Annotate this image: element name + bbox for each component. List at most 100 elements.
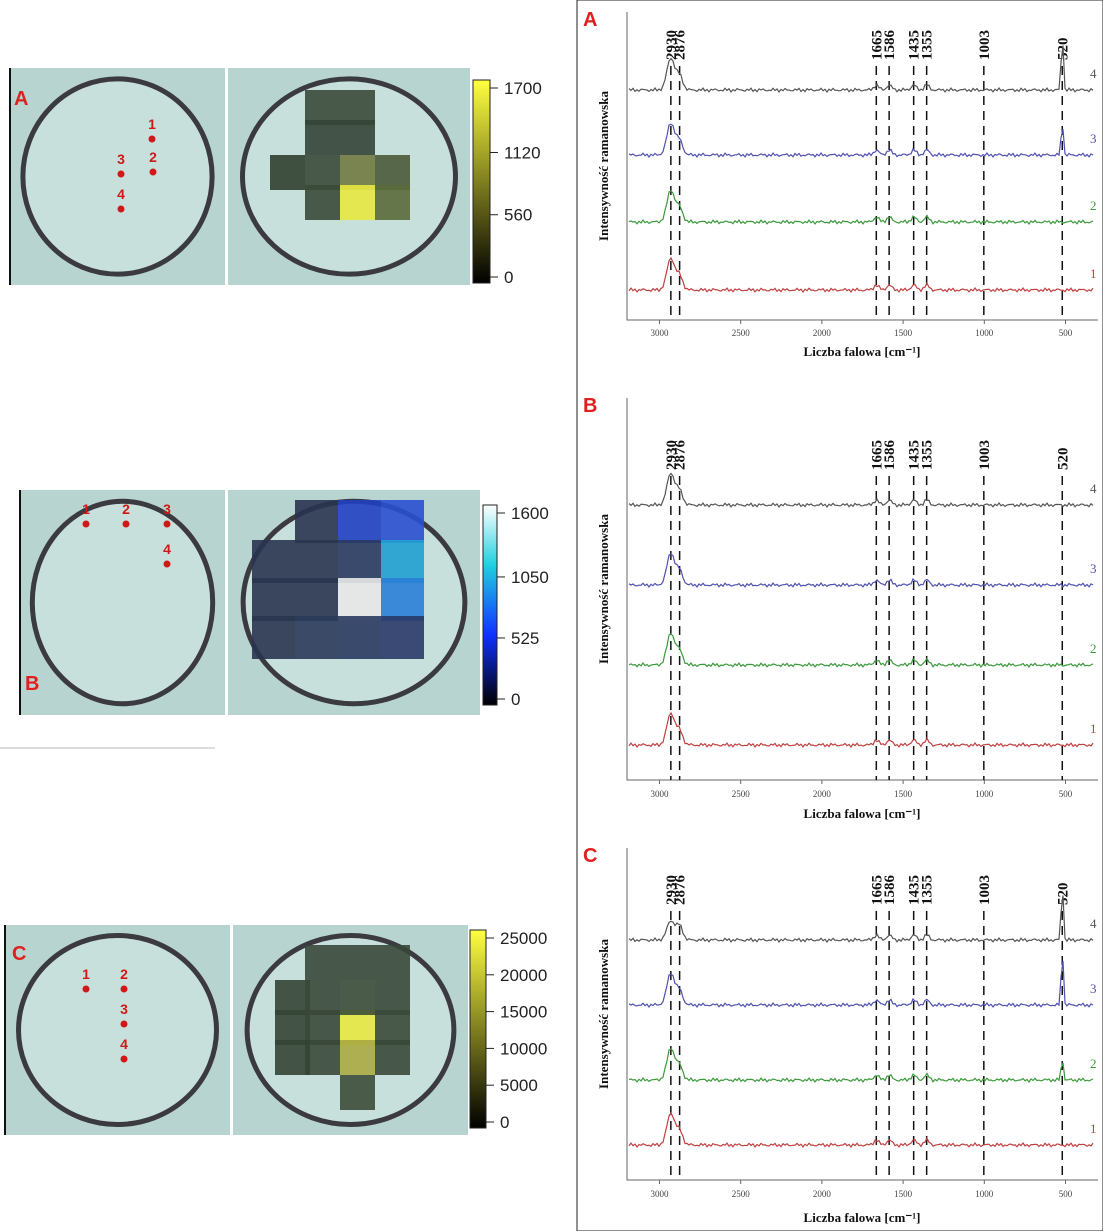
x-axis-label: Liczba falowa [cm⁻¹] <box>804 344 921 359</box>
colorbar-tick-label: 0 <box>504 268 513 287</box>
point-label: 2 <box>120 966 128 982</box>
peak-label: 520 <box>1055 448 1071 471</box>
map-pixel <box>305 90 340 125</box>
point-label: 3 <box>117 151 125 167</box>
point-marker <box>123 521 130 528</box>
point-marker <box>121 1021 128 1028</box>
peak-label: 2876 <box>673 30 689 61</box>
point-marker <box>118 171 125 178</box>
peak-label: 1355 <box>920 440 936 470</box>
map-pixel <box>305 1010 340 1045</box>
y-axis-label: Intensywność ramanowska <box>596 939 611 1089</box>
peak-label: 1003 <box>977 30 993 60</box>
figure: 1234A056011201700A3000250020001500100050… <box>0 0 1103 1231</box>
x-tick-label: 500 <box>1059 328 1073 338</box>
map-pixel <box>295 578 338 621</box>
colorbar-tick-label: 20000 <box>500 966 547 985</box>
point-label: 3 <box>120 1001 128 1017</box>
map-pixel <box>340 1040 375 1075</box>
trace-label: 4 <box>1090 916 1097 931</box>
trace-label: 3 <box>1090 981 1097 996</box>
map-pixel <box>340 980 375 1015</box>
x-tick-label: 1500 <box>894 789 913 799</box>
x-tick-label: 500 <box>1059 789 1073 799</box>
x-tick-label: 2000 <box>813 789 832 799</box>
point-label: 4 <box>163 541 171 557</box>
point-label: 1 <box>82 501 90 517</box>
spectra-frame <box>577 0 1103 1231</box>
map-pixel <box>375 1010 410 1045</box>
map-pixel <box>375 1040 410 1075</box>
colorbar-tick-label: 25000 <box>500 929 547 948</box>
panel-label: C <box>583 845 597 867</box>
x-tick-label: 2000 <box>813 328 832 338</box>
map-pixel <box>375 185 410 220</box>
map-pixel <box>305 945 340 980</box>
colorbar-tick-label: 1050 <box>511 568 549 587</box>
map-pixel <box>305 185 340 220</box>
panel-label: C <box>12 943 26 965</box>
point-label: 2 <box>149 149 157 165</box>
map-pixel <box>375 945 410 980</box>
map-pixel <box>295 500 338 543</box>
peak-label: 1586 <box>882 30 898 61</box>
map-pixel <box>270 155 305 190</box>
map-pixel <box>340 185 375 220</box>
map-pixel <box>381 616 424 659</box>
point-label: 3 <box>163 501 171 517</box>
map-pixel <box>252 616 295 659</box>
x-tick-label: 2500 <box>732 789 751 799</box>
x-tick-label: 1000 <box>975 1189 994 1199</box>
colorbar-tick-label: 560 <box>504 206 532 225</box>
x-tick-label: 1500 <box>894 328 913 338</box>
x-tick-label: 3000 <box>650 1189 669 1199</box>
map-pixel <box>340 1010 375 1045</box>
peak-label: 2876 <box>673 440 689 471</box>
colorbar-tick-label: 1120 <box>504 143 541 162</box>
point-marker <box>121 986 128 993</box>
map-pixel <box>338 616 381 659</box>
trace-label: 2 <box>1090 641 1097 656</box>
colorbar-tick-label: 10000 <box>500 1039 547 1058</box>
trace-label: 3 <box>1090 131 1097 146</box>
y-axis-label: Intensywność ramanowska <box>596 91 611 241</box>
well-edge <box>19 936 217 1125</box>
trace-label: 3 <box>1090 561 1097 576</box>
peak-label: 1355 <box>920 875 936 905</box>
map-pixel <box>340 120 375 155</box>
well-edge <box>23 79 212 274</box>
x-tick-label: 3000 <box>650 328 669 338</box>
point-marker <box>121 1056 128 1063</box>
point-marker <box>164 561 171 568</box>
x-axis-label: Liczba falowa [cm⁻¹] <box>804 806 921 821</box>
y-axis-label: Intensywność ramanowska <box>596 514 611 664</box>
map-pixel <box>340 945 375 980</box>
trace-label: 4 <box>1090 481 1097 496</box>
colorbar-tick-label: 5000 <box>500 1076 538 1095</box>
map-pixel <box>338 578 381 621</box>
map-pixel <box>338 500 381 543</box>
point-marker <box>118 206 125 213</box>
trace-label: 2 <box>1090 198 1097 213</box>
well-edge <box>32 501 212 704</box>
map-pixel <box>275 1040 310 1075</box>
map-pixel <box>295 616 338 659</box>
panel-label: A <box>583 9 597 31</box>
map-pixel <box>305 980 340 1015</box>
trace-label: 1 <box>1090 1121 1097 1136</box>
map-pixel <box>252 578 295 621</box>
point-label: 4 <box>120 1036 128 1052</box>
colorbar-tick-label: 1700 <box>504 79 542 98</box>
point-marker <box>149 136 156 143</box>
panel-label: B <box>583 395 597 417</box>
peak-label: 1003 <box>977 440 993 470</box>
map-pixel <box>305 1040 340 1075</box>
colorbar-tick-label: 0 <box>500 1113 509 1132</box>
point-label: 1 <box>148 116 156 132</box>
point-marker <box>83 986 90 993</box>
x-tick-label: 2500 <box>732 1189 751 1199</box>
x-tick-label: 2000 <box>813 1189 832 1199</box>
point-label: 2 <box>122 501 130 517</box>
map-pixel <box>340 155 375 190</box>
point-marker <box>150 169 157 176</box>
